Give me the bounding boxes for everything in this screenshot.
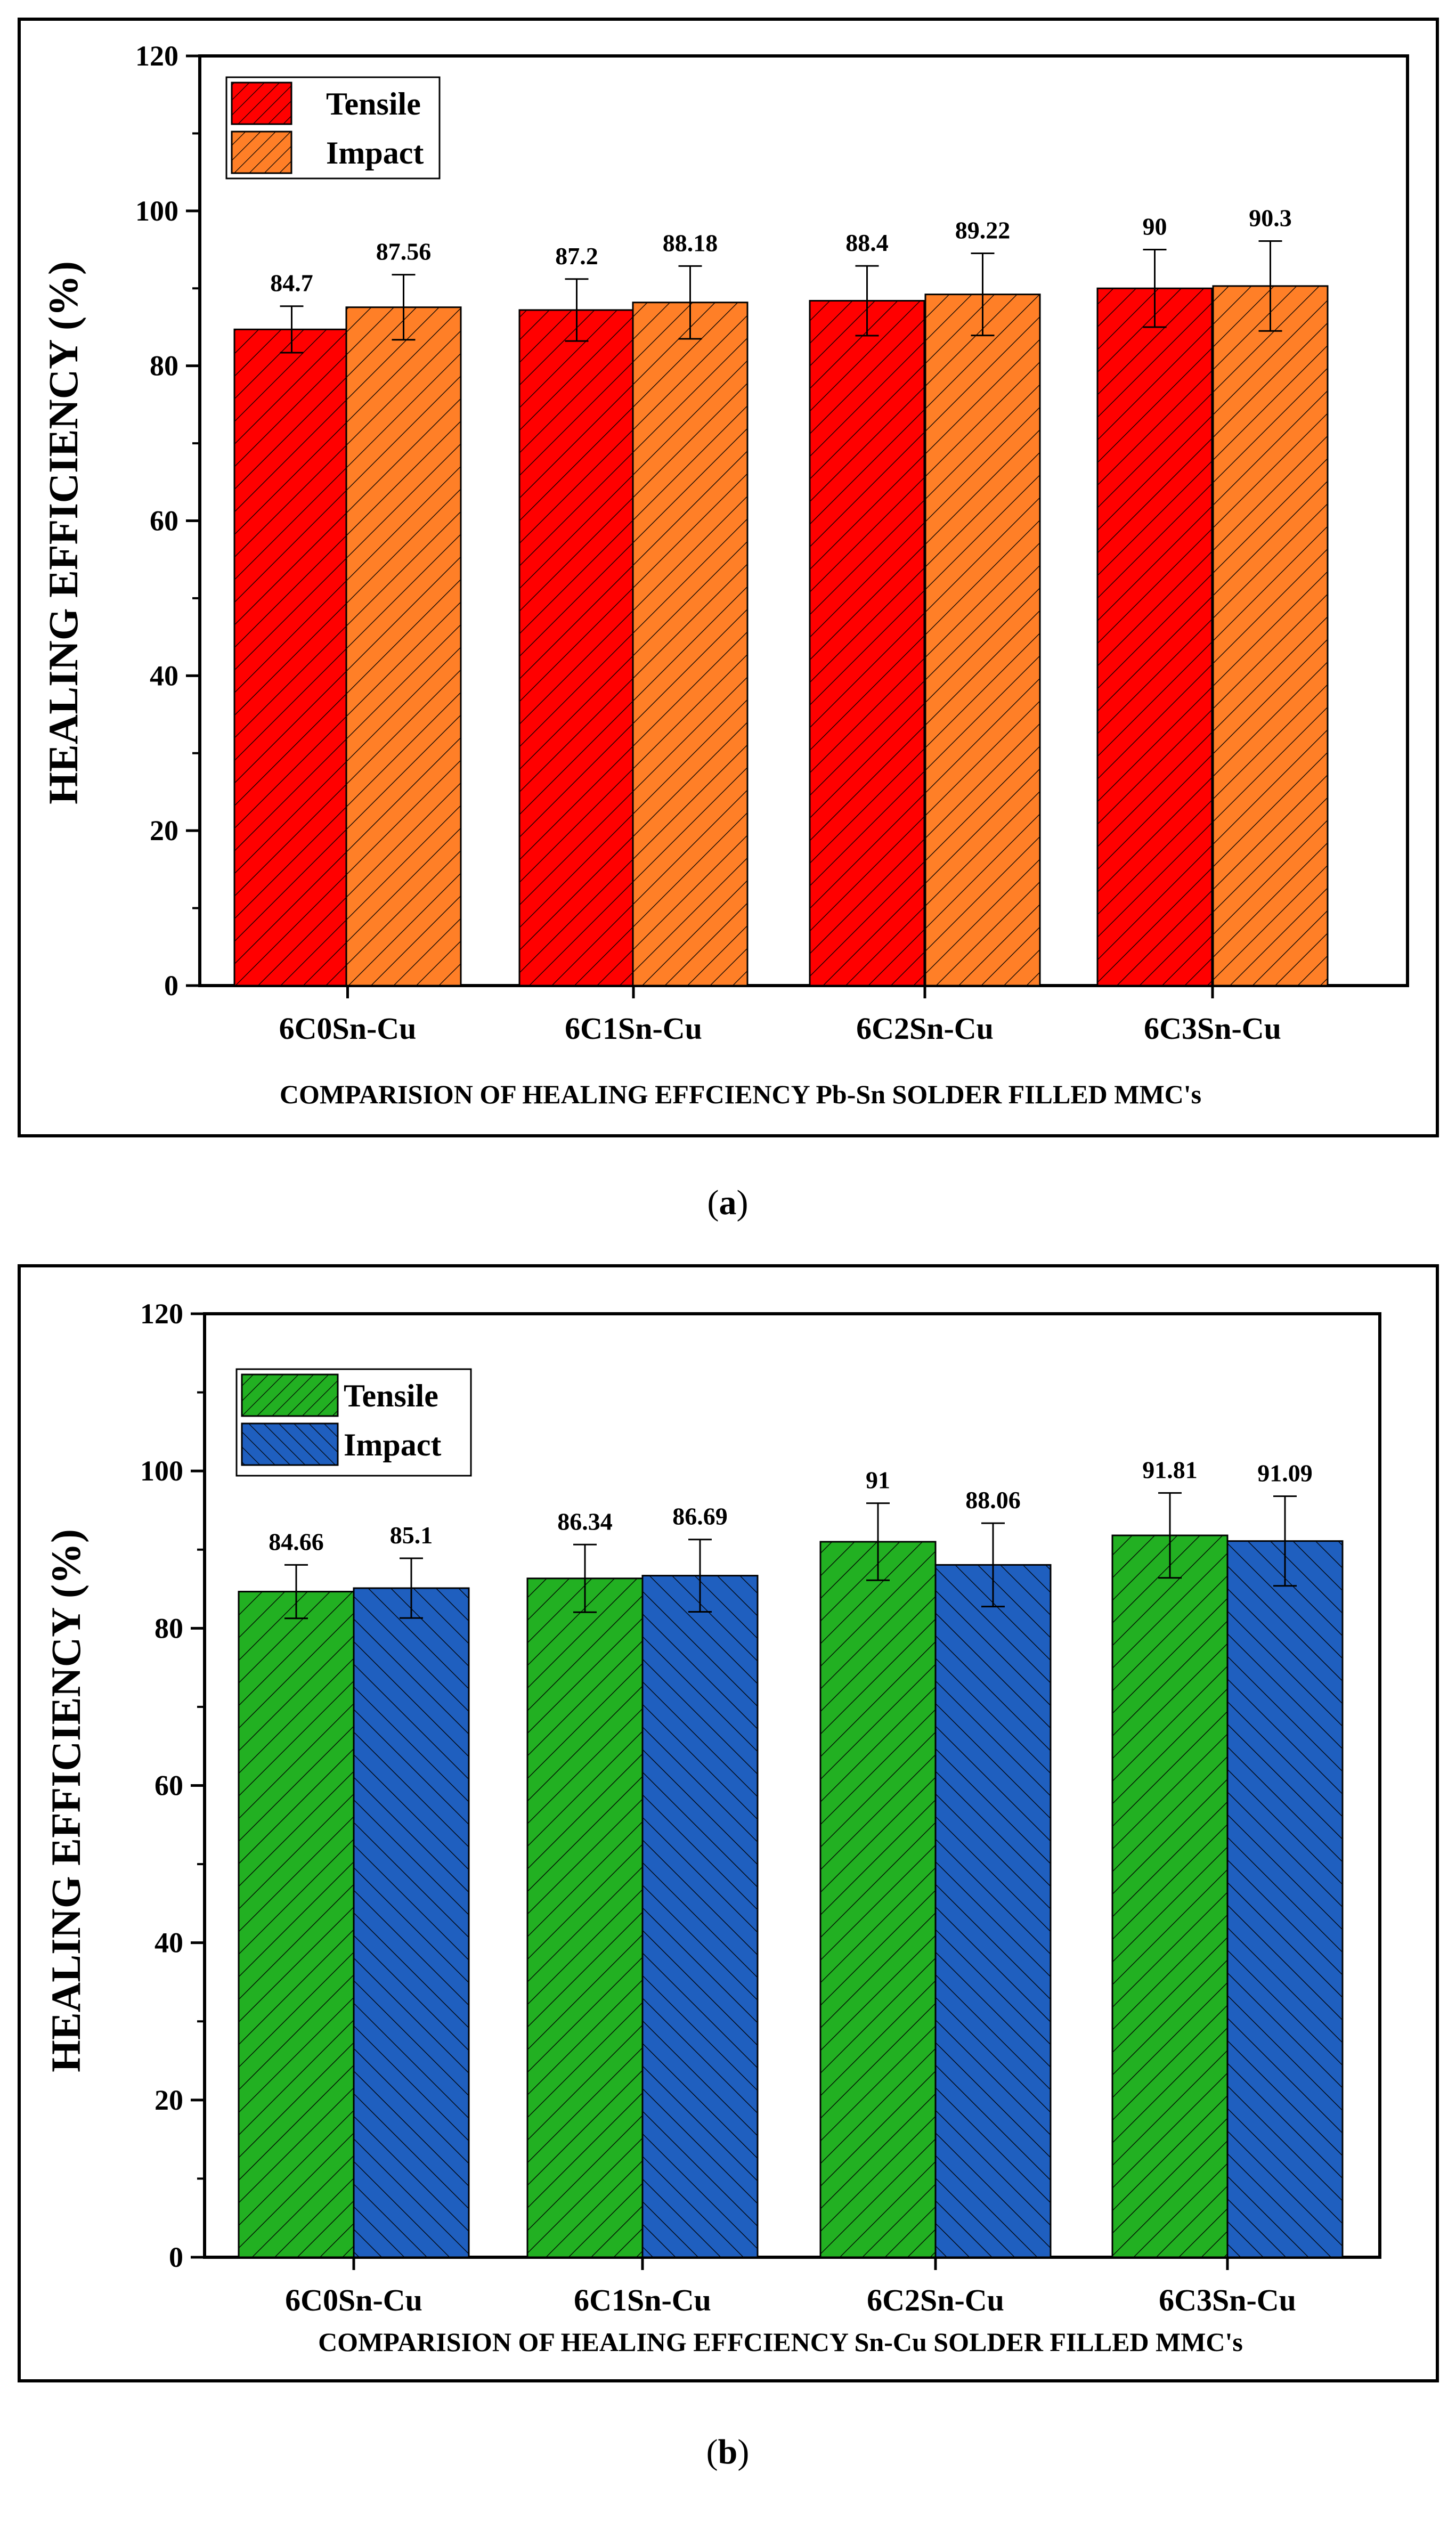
data-label: 84.7 (270, 270, 313, 297)
y-tick-label: 20 (150, 815, 178, 847)
data-label: 90.3 (1249, 205, 1292, 232)
data-label: 88.4 (845, 229, 889, 256)
y-tick-label: 120 (135, 40, 178, 72)
legend-label: Impact (344, 1427, 441, 1462)
data-label: 91.09 (1257, 1460, 1313, 1487)
bar (819, 1541, 937, 2258)
legend-label: Impact (326, 135, 424, 170)
y-tick-label: 60 (154, 1770, 183, 1802)
data-label: 85.1 (390, 1522, 433, 1549)
bar (1096, 287, 1213, 987)
legend-swatch-hatch (241, 1373, 339, 1417)
legend-label: Tensile (344, 1378, 438, 1413)
y-tick-label: 0 (164, 970, 178, 1002)
y-tick-label: 80 (150, 350, 178, 382)
data-label: 87.2 (555, 242, 598, 270)
bar (809, 300, 925, 987)
x-tick-label: 6C3Sn-Cu (1159, 2283, 1296, 2317)
chart-b: HEALING EFFICIENCY (%) COMPARISION OF HE… (43, 1298, 1381, 2357)
bar (934, 1564, 1052, 2258)
panel-caption-b: (b) (706, 2433, 750, 2471)
data-label: 88.18 (663, 229, 718, 256)
x-tick-label: 6C2Sn-Cu (856, 1011, 994, 1046)
panel-caption-letter: b (718, 2433, 738, 2471)
bar (641, 1575, 759, 2258)
data-label: 86.34 (557, 1508, 613, 1535)
bar (526, 1577, 644, 2258)
data-label: 87.56 (376, 238, 432, 265)
bar (518, 309, 635, 987)
data-label: 90 (1143, 213, 1167, 240)
x-tick-label: 6C1Sn-Cu (574, 2283, 711, 2317)
y-axis-label: HEALING EFFICIENCY (%) (43, 1529, 89, 2072)
x-tick-label: 6C3Sn-Cu (1144, 1011, 1281, 1046)
legend-swatch-hatch (241, 1422, 339, 1466)
data-label: 91 (866, 1467, 890, 1494)
y-axis-label: HEALING EFFICIENCY (%) (40, 261, 86, 804)
data-label: 89.22 (955, 217, 1011, 244)
bar (353, 1587, 470, 2258)
bar (233, 328, 350, 987)
legend-swatch-hatch (231, 131, 292, 174)
panel-caption-letter: a (719, 1183, 737, 1222)
x-tick-label: 6C1Sn-Cu (565, 1011, 702, 1046)
x-tick-label: 6C0Sn-Cu (279, 1011, 417, 1046)
y-tick-label: 60 (150, 505, 178, 537)
y-tick-label: 100 (135, 195, 178, 227)
x-axis-label: COMPARISION OF HEALING EFFCIENCY Pb-Sn S… (280, 1079, 1201, 1109)
y-tick-label: 100 (140, 1455, 183, 1487)
y-tick-label: 20 (154, 2084, 183, 2116)
data-label: 91.81 (1142, 1456, 1198, 1483)
y-tick-label: 0 (169, 2241, 183, 2273)
y-tick-label: 120 (140, 1298, 183, 1330)
y-tick-label: 40 (154, 1927, 183, 1959)
bar (924, 294, 1041, 987)
x-tick-label: 6C2Sn-Cu (867, 2283, 1004, 2317)
bar (238, 1591, 355, 2258)
chart-a: HEALING EFFICIENCY (%) COMPARISION OF HE… (40, 40, 1409, 1109)
y-tick-label: 80 (154, 1612, 183, 1644)
panel-caption-a: (a) (707, 1183, 749, 1222)
x-axis-label: COMPARISION OF HEALING EFFCIENCY Sn-Cu S… (318, 2327, 1243, 2357)
data-label: 88.06 (965, 1486, 1021, 1514)
data-label: 84.66 (269, 1528, 324, 1555)
x-tick-label: 6C0Sn-Cu (285, 2283, 422, 2317)
data-label: 86.69 (672, 1503, 728, 1530)
y-tick-label: 40 (150, 660, 178, 692)
legend-label: Tensile (326, 86, 421, 121)
bar (345, 306, 462, 987)
bar (1111, 1534, 1229, 2258)
bar (632, 302, 749, 987)
bar (1212, 285, 1329, 987)
bar (1226, 1540, 1344, 2258)
legend-swatch-hatch (231, 82, 292, 125)
